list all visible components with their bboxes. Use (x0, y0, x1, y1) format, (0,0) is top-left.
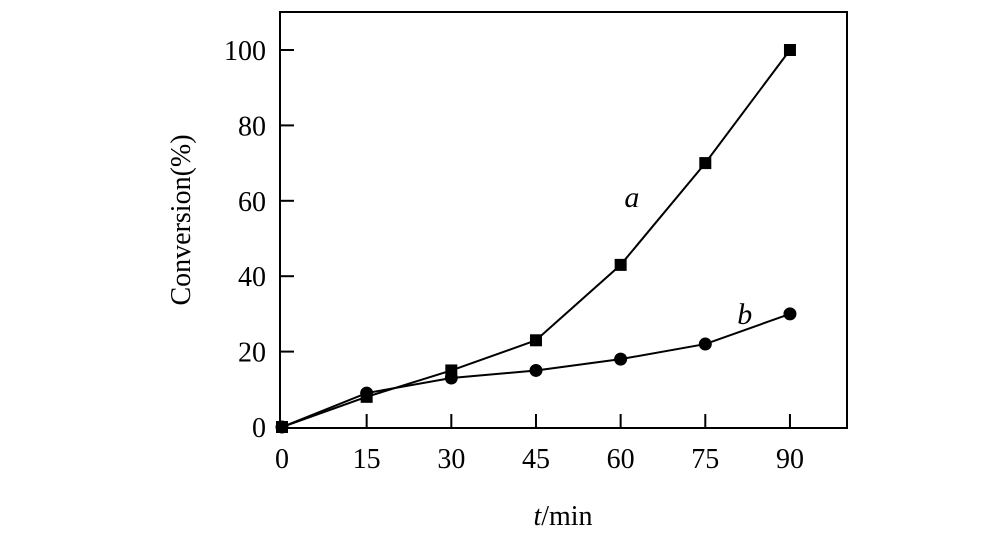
x-tick-label: 0 (275, 444, 289, 475)
data-point-b (275, 420, 289, 434)
y-tick-label: 0 (252, 413, 266, 444)
y-axis-label: Conversion(%) (166, 134, 197, 305)
data-point-b (698, 337, 712, 351)
data-point-a (699, 157, 712, 170)
y-tick-label: 20 (238, 338, 266, 369)
x-tick-label: 90 (776, 444, 804, 475)
data-point-b (360, 386, 374, 400)
x-axis-label: t/min (533, 501, 592, 532)
data-point-b (614, 352, 628, 366)
data-point-a (783, 44, 796, 56)
data-point-a (529, 334, 542, 347)
x-axis-label-unit: /min (541, 501, 592, 532)
data-point-b (783, 307, 797, 321)
data-point-b (444, 371, 458, 385)
x-tick-label: 75 (691, 444, 719, 475)
series-label-b: b (737, 298, 752, 331)
y-tick-label: 80 (238, 111, 266, 142)
x-tick-label: 30 (437, 444, 465, 475)
x-axis-label-var: t (533, 501, 542, 532)
x-tick-label: 60 (607, 444, 635, 475)
series-label-a: a (624, 181, 639, 214)
x-tick-label: 45 (522, 444, 550, 475)
y-tick-label: 60 (238, 187, 266, 218)
data-point-a (614, 258, 627, 271)
x-tick-label: 15 (353, 444, 381, 475)
y-tick-label: 40 (238, 262, 266, 293)
data-point-b (529, 363, 543, 377)
plot-frame (279, 11, 848, 429)
y-tick-label: 100 (224, 36, 266, 67)
